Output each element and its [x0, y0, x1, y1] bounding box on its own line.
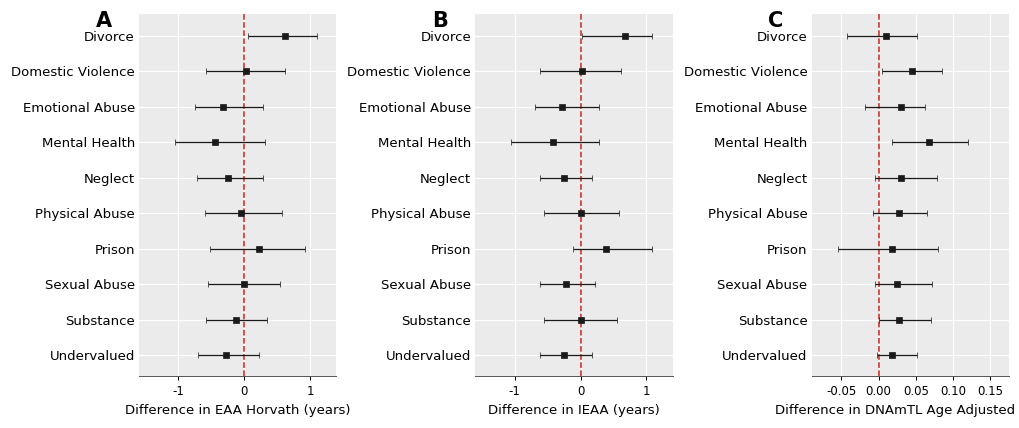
Text: A: A	[96, 11, 112, 31]
X-axis label: Difference in DNAmTL Age Adjusted (kb): Difference in DNAmTL Age Adjusted (kb)	[774, 404, 1019, 417]
X-axis label: Difference in EAA Horvath (years): Difference in EAA Horvath (years)	[124, 404, 351, 417]
X-axis label: Difference in IEAA (years): Difference in IEAA (years)	[488, 404, 659, 417]
Text: B: B	[431, 11, 447, 31]
Text: C: C	[767, 11, 783, 31]
